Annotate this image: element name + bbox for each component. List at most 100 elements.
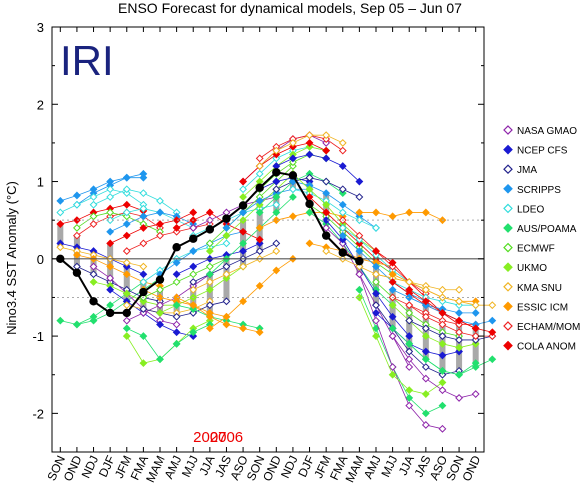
observed-point-11 xyxy=(238,201,248,210)
forecast-point-essic-icm-41-0 xyxy=(205,324,214,333)
forecast-point-aus-poama-89-5 xyxy=(488,355,497,364)
forecast-point-kma-snu-64-0 xyxy=(322,247,331,255)
forecast-line-essic-icm-41 xyxy=(209,258,294,329)
forecast-point-ncep-cfs-74-4 xyxy=(438,351,447,360)
forecast-line-kma-snu-7 xyxy=(60,246,144,267)
forecast-point-essic-icm-31-5 xyxy=(255,328,264,337)
forecast-point-kma-snu-86-0 xyxy=(405,278,414,286)
forecast-point-aus-poama-40-5 xyxy=(289,193,297,201)
forecast-point-nasa-gmao-83-2 xyxy=(421,374,430,383)
forecast-point-ldeo-15-0 xyxy=(106,216,115,225)
forecast-point-jma-53-3 xyxy=(322,177,331,186)
forecast-point-ncep-cfs-17-0 xyxy=(106,285,115,294)
forecast-point-ecmwf-73-0 xyxy=(372,278,380,286)
forecast-line-ukmo-57 xyxy=(292,173,377,252)
forecast-point-essic-icm-31-3 xyxy=(222,320,231,329)
forecast-point-echam-mom-88-3 xyxy=(455,328,463,337)
observed-point-2 xyxy=(89,297,98,306)
forecast-point-ldeo-35-5 xyxy=(272,200,281,209)
forecast-point-aus-poama-52-0 xyxy=(255,208,264,217)
forecast-point-aus-poama-89-0 xyxy=(405,339,414,348)
forecast-point-ldeo-15-2 xyxy=(139,204,148,213)
forecast-line-jma-53 xyxy=(276,177,360,198)
forecast-point-essic-icm-51-1 xyxy=(272,216,281,225)
forecast-point-ukmo-70-0 xyxy=(355,293,364,302)
forecast-point-essic-icm-13-3 xyxy=(122,270,131,279)
observed-point-13 xyxy=(272,168,281,177)
forecast-point-ncep-cfs-54-5 xyxy=(355,177,364,186)
legend-marker-ukmo xyxy=(503,262,513,273)
observed-point-17 xyxy=(338,248,347,257)
forecast-point-cola-anom-21-2 xyxy=(139,224,148,232)
forecast-point-echam-mom-67-1 xyxy=(355,231,364,240)
forecast-point-essic-icm-31-0 xyxy=(172,293,181,302)
forecast-point-scripps-1-4 xyxy=(139,173,148,182)
forecast-point-essic-icm-41-4 xyxy=(272,266,281,275)
forecast-point-echam-mom-88-4 xyxy=(471,332,480,340)
forecast-point-kma-snu-86-1 xyxy=(421,285,430,294)
forecast-point-aus-poama-89-2 xyxy=(438,366,447,375)
forecast-point-cola-anom-4-0 xyxy=(56,220,65,228)
forecast-line-ecmwf-14 xyxy=(76,212,161,233)
forecast-point-cola-anom-60-1 xyxy=(322,208,331,217)
forecast-point-ecmwf-14-0 xyxy=(73,224,81,232)
forecast-line-ldeo-3 xyxy=(93,188,177,213)
forecast-line-ukmo-39 xyxy=(209,173,294,252)
forecast-point-echam-mom-22-0 xyxy=(122,247,131,255)
forecast-point-cola-anom-21-0 xyxy=(106,239,115,248)
forecast-point-jma-37-2 xyxy=(222,262,231,271)
forecast-point-ukmo-29-3 xyxy=(205,285,214,294)
legend-item-ecmwf: ECMWF xyxy=(503,242,555,255)
forecast-line-cola-anom-48 xyxy=(242,142,327,182)
forecast-point-ncep-cfs-54-2 xyxy=(305,150,314,159)
forecast-point-aus-poama-8-0 xyxy=(56,316,65,325)
forecast-point-essic-icm-81-0 xyxy=(388,270,397,279)
forecast-line-aus-poama-8 xyxy=(60,281,144,325)
legend-marker-ecmwf xyxy=(503,242,513,253)
forecast-point-cola-anom-4-4 xyxy=(122,200,131,209)
forecast-line-essic-icm-71 xyxy=(359,212,443,221)
forecast-point-kma-snu-50-5 xyxy=(338,139,347,147)
forecast-point-scripps-65-0 xyxy=(338,231,347,240)
forecast-point-kma-snu-36-1 xyxy=(205,278,214,286)
legend-label-nasa-gmao: NASA GMAO xyxy=(517,126,577,137)
legend-label-ncep-cfs: NCEP CFS xyxy=(517,146,568,157)
forecast-line-ukmo-29 xyxy=(159,266,244,314)
forecast-point-ukmo-70-3 xyxy=(405,386,414,395)
forecast-point-aus-poama-8-3 xyxy=(106,301,115,310)
forecast-point-cola-anom-90-4 xyxy=(471,324,480,333)
forecast-point-nasa-gmao-11-1 xyxy=(106,274,115,283)
forecast-line-aus-poama-40 xyxy=(209,196,294,275)
legend-label-echam-mom: ECHAM/MOM xyxy=(517,322,580,333)
forecast-point-jma-53-5 xyxy=(355,193,364,201)
forecast-line-aus-poama-80 xyxy=(392,328,476,376)
legend-item-essic-icm: ESSIC ICM xyxy=(503,301,568,313)
forecast-point-jma-72-3 xyxy=(421,363,430,371)
forecast-point-nasa-gmao-83-1 xyxy=(405,355,414,364)
forecast-point-scripps-85-0 xyxy=(405,293,414,302)
forecast-point-kma-snu-36-2 xyxy=(222,270,231,279)
forecast-point-ukmo-18-0 xyxy=(122,332,131,340)
forecast-point-echam-mom-49-5 xyxy=(338,146,347,155)
forecast-point-ldeo-3-1 xyxy=(106,193,115,201)
forecast-point-kma-snu-76-4 xyxy=(438,285,447,294)
forecast-point-ukmo-39-1 xyxy=(222,231,231,240)
forecast-point-jma-10-1 xyxy=(89,270,98,279)
forecast-point-aus-poama-89-1 xyxy=(421,355,430,364)
forecast-point-ecmwf-26-1 xyxy=(156,285,164,294)
forecast-point-nasa-gmao-83-3 xyxy=(438,386,447,395)
forecast-point-scripps-85-5 xyxy=(488,316,497,325)
forecast-point-cola-anom-21-1 xyxy=(122,231,131,240)
forecast-point-essic-icm-31-4 xyxy=(239,324,247,333)
forecast-point-cola-anom-33-2 xyxy=(205,208,214,217)
forecast-line-aus-poama-30 xyxy=(176,304,260,329)
forecast-point-ldeo-56-0 xyxy=(289,185,297,194)
forecast-point-echam-mom-88-1 xyxy=(421,312,430,321)
year-label-2006: 2006 xyxy=(210,429,243,446)
legend-item-kma-snu: KMA SNU xyxy=(503,281,562,294)
legend-label-ecmwf: ECMWF xyxy=(517,244,555,255)
forecast-point-ncep-cfs-32-4 xyxy=(239,247,247,255)
legend-item-aus-poama: AUS/POAMA xyxy=(503,223,577,235)
legend-marker-ldeo xyxy=(503,203,513,214)
forecast-point-ukmo-82-2 xyxy=(421,332,430,340)
